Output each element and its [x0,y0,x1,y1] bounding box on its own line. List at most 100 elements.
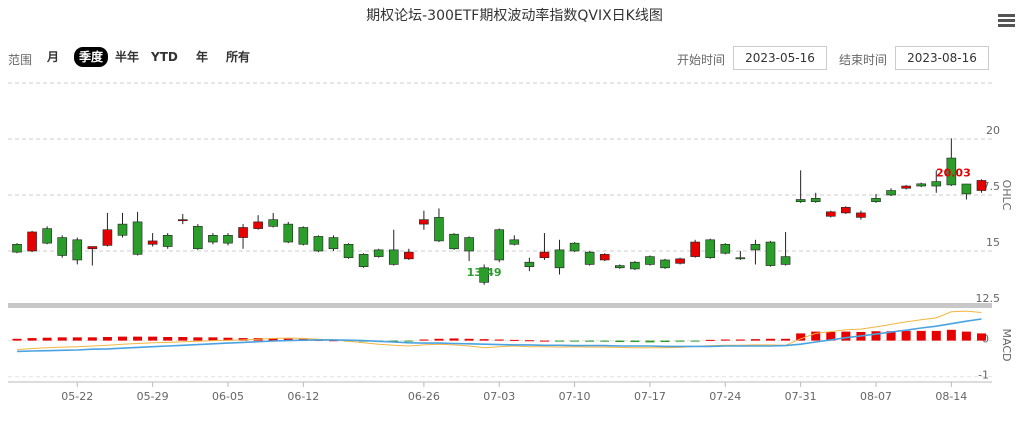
candle-body [675,258,685,264]
candle-body [298,227,309,245]
panel-separator [8,303,992,308]
candle-body [238,227,248,238]
range-button[interactable]: 季度 [74,47,109,67]
candle-body [886,190,896,196]
end-input[interactable]: 2023-08-16 [895,46,989,70]
candle-body [539,251,550,259]
x-tick-label: 07-10 [559,390,591,403]
x-tick-label: 07-24 [709,390,741,403]
y-tick-label: 20 [986,124,1000,137]
macd-bar [464,338,474,341]
macd-bar [449,338,459,341]
candle-body [554,249,565,269]
y-axis-label: OHLC [1000,180,1013,211]
macd-bar [976,333,986,341]
range-button[interactable]: YTD [151,50,178,64]
range-button[interactable]: 半年 [115,50,140,64]
candle-body [750,243,761,251]
page-title: 期权论坛-300ETF期权波动率指数QVIX日K线图 [366,8,663,24]
range-button[interactable]: 月 [47,50,60,64]
candle-body [253,221,263,229]
candle-body [795,199,806,203]
range-button[interactable]: 所有 [226,50,251,64]
candle-body [841,207,851,214]
candle-body [509,239,520,245]
x-tick-label: 06-26 [408,390,440,403]
x-tick-label: 08-07 [860,390,892,403]
range-button[interactable]: 年 [196,50,209,64]
start-label: 开始时间 [677,53,726,67]
macd-bar [283,338,293,341]
macd-bar [630,340,640,343]
macd-bar [133,336,143,341]
macd-bar [766,338,775,341]
macd-axis-label: MACD [1000,329,1013,362]
macd-bar [148,336,158,341]
max-label: 20.03 [936,166,971,179]
macd-bar [238,338,248,341]
macd-bar [615,340,625,343]
candle-body [42,228,52,244]
candle-body [283,223,294,243]
macd-bar [735,339,745,341]
macd-line [16,310,982,351]
candle-body [856,212,866,218]
candle-body [931,181,942,187]
x-tick-label: 07-31 [785,390,817,403]
macd-bar [916,330,926,341]
macd-bar [419,339,429,341]
candle-body [343,243,354,259]
candle-body [901,185,911,189]
menu-button[interactable] [998,14,1015,29]
candle-body [735,257,746,260]
candle-body [193,226,203,250]
candle-body [57,237,68,256]
candle-body [419,219,429,225]
candle-body [102,229,113,246]
macd-bar [690,340,700,342]
candle-body [630,261,640,270]
candle-body [27,231,37,252]
macd-bar [87,337,97,341]
candle-body [147,240,158,245]
macd-bar [660,340,670,343]
candle-body [916,183,927,187]
macd-bar [193,337,203,341]
candle-body [961,183,972,195]
candle-body [780,256,791,265]
candle-body [313,236,324,252]
candle-body [976,180,987,191]
x-tick-label: 07-17 [634,390,666,403]
candle-body [358,254,369,267]
candle-body [464,237,474,252]
candle-body [162,235,173,247]
macd-bar [328,340,338,342]
macd-bar [208,337,218,341]
candle-body [765,241,776,266]
min-label: 13.49 [467,266,502,279]
candle-body [810,198,821,203]
macd-bar [434,338,444,341]
candle-body [117,223,128,236]
macd-bar [720,339,730,341]
macd-bar [901,330,911,341]
candle-body [569,242,580,252]
candle-body [434,217,444,242]
macd-bar [961,331,971,341]
macd-bar [811,331,821,341]
macd-bar [163,337,173,341]
candle-body [132,221,143,255]
macd-bar [841,331,851,341]
candle-body [614,265,625,269]
macd-bar [555,340,565,342]
candle-body [328,237,339,250]
macd-bar [705,339,715,341]
macd-bar [178,337,188,341]
start-input[interactable]: 2023-05-16 [733,46,827,70]
macd-bar [946,329,956,341]
end-label: 结束时间 [839,53,888,67]
candle-body [87,246,98,250]
x-tick-label: 06-05 [212,390,244,403]
